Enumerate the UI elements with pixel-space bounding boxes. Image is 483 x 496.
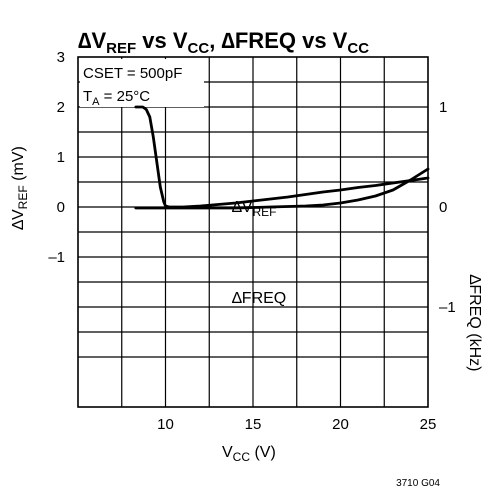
y-left-tick-label: 1 — [57, 149, 65, 166]
x-axis-label: VCC (V) — [222, 444, 276, 464]
figure-code: 3710 G04 — [396, 478, 440, 489]
y-axis-label-left: ∆VREF (mV) — [10, 146, 30, 230]
series-line-dvref — [134, 105, 430, 209]
y-right-tick-label: –1 — [439, 299, 456, 316]
grid — [78, 57, 428, 407]
x-tick-label: 15 — [245, 416, 262, 433]
y-right-tick-label: 1 — [439, 99, 447, 116]
y-left-tick-label: 0 — [57, 199, 65, 216]
x-tick-label: 20 — [332, 416, 349, 433]
x-tick-label: 25 — [420, 416, 437, 433]
y-left-tick-label: 3 — [57, 49, 65, 66]
conditions-box — [80, 59, 204, 107]
curves — [134, 105, 430, 210]
cset-note: CSET = 500pF — [83, 65, 182, 82]
series-label-dfreq: ∆FREQ — [232, 290, 286, 307]
series-line-dfreq — [134, 167, 430, 210]
series-label-dvref: ∆VREF — [232, 199, 276, 219]
chart-title: ∆VREF vs VCC, ∆FREQ vs VCC — [78, 28, 369, 57]
y-left-tick-label: –1 — [48, 249, 65, 266]
ta-note: TA = 25°C — [83, 88, 150, 108]
y-left-tick-label: 2 — [57, 99, 65, 116]
plot-frame — [77, 56, 429, 408]
x-tick-label: 10 — [157, 416, 174, 433]
y-right-tick-label: 0 — [439, 199, 447, 216]
y-axis-label-right: ∆FREQ (kHz) — [466, 275, 483, 372]
